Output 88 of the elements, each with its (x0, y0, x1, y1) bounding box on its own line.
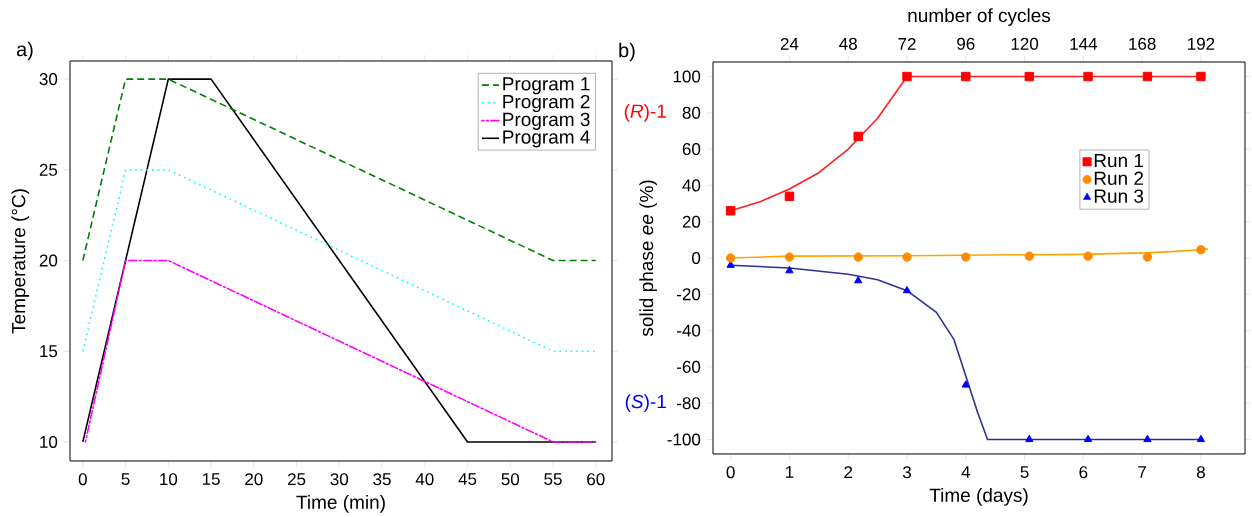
x2-tick-label: 48 (839, 37, 857, 50)
y-tick-label: 100 (673, 70, 701, 83)
point (961, 252, 971, 262)
y-axis-title: Temperature (°C) (11, 189, 30, 334)
y-tick-label: -20 (677, 288, 701, 301)
x-tick-label: 0 (78, 473, 87, 486)
text: (R)-1 (624, 103, 666, 122)
point (1024, 71, 1034, 82)
point (961, 71, 971, 82)
point (854, 275, 863, 284)
x-tick-label: 5 (1020, 466, 1029, 479)
point (1196, 71, 1206, 82)
point (1143, 434, 1152, 443)
y-tick-label: 30 (39, 73, 58, 86)
x-tick-label: 7 (1138, 466, 1147, 478)
point (961, 380, 970, 388)
point (1196, 434, 1206, 443)
text: (S)-1 (625, 394, 666, 413)
y-tick-label: -60 (677, 360, 701, 373)
text: b) (619, 42, 635, 62)
point (725, 253, 736, 263)
x-tick-label: 3 (902, 466, 911, 479)
x-tick-label: 40 (415, 473, 434, 486)
y-tick-label: 20 (682, 215, 701, 228)
x-tick-label: 8 (1196, 466, 1205, 479)
point (902, 71, 912, 82)
point (902, 252, 912, 262)
point (784, 191, 795, 201)
x-tick-label: 50 (501, 473, 520, 486)
point (784, 252, 795, 262)
y-tick-label: 60 (682, 143, 701, 156)
y-tick-label: 15 (40, 345, 58, 358)
x-tick-label: 10 (160, 473, 178, 486)
y-tick-label: 25 (39, 163, 58, 176)
x-tick-label: 6 (1079, 466, 1088, 479)
x-tick-label: 55 (544, 473, 562, 486)
point (1024, 251, 1034, 261)
point (1196, 245, 1206, 255)
legend-label: Program 4 (503, 130, 590, 148)
x-tick-label: 4 (961, 466, 971, 478)
point (1142, 71, 1153, 82)
x-axis-title: Time (days) (929, 488, 1028, 506)
x-tick-label: 20 (245, 473, 263, 486)
point (853, 131, 863, 142)
x2-tick-label: 120 (1011, 37, 1039, 50)
y-axis-title: solid phase ee (%) (639, 180, 657, 337)
y-tick-label: 10 (40, 435, 58, 448)
x2-tick-label: 72 (898, 37, 916, 50)
x-tick-label: 2 (844, 466, 853, 479)
x2-tick-label: 192 (1188, 37, 1215, 50)
legend-label: Program 1 (503, 77, 590, 95)
legend-label: Run 3 (1094, 189, 1144, 203)
point (1083, 251, 1093, 261)
legend-label: Run 2 (1094, 171, 1143, 186)
legend-label: Program 3 (503, 112, 590, 130)
point (902, 285, 912, 294)
point (725, 206, 736, 216)
x-tick-label: 30 (330, 473, 349, 486)
y-tick-label: 80 (682, 106, 701, 119)
point (1083, 434, 1093, 443)
y-tick-label: -80 (677, 397, 701, 410)
y-tick-label: 40 (682, 179, 701, 192)
x-tick-label: 1 (786, 466, 794, 478)
x-tick-label: 5 (121, 473, 130, 486)
x-tick-label: 60 (587, 473, 605, 486)
point (1142, 252, 1153, 262)
x2-tick-label: 24 (780, 37, 799, 50)
point (785, 265, 794, 274)
x2-tick-label: 96 (957, 37, 975, 50)
legend-label: Program 2 (503, 94, 590, 113)
x-tick-label: 45 (458, 473, 477, 486)
x-tick-label: 25 (287, 473, 306, 486)
x-tick-label: 15 (202, 473, 220, 486)
x2-tick-label: 144 (1070, 38, 1098, 50)
x-tick-label: 35 (373, 473, 391, 486)
x-axis-title: Time (min) (296, 495, 385, 513)
point (1083, 71, 1093, 82)
x2-axis-title: number of cycles (908, 8, 1051, 26)
text: a) (16, 41, 33, 61)
y-tick-label: -40 (677, 324, 701, 337)
legend-label: Run 1 (1094, 153, 1144, 168)
y-tick-label: 0 (692, 251, 701, 265)
y-tick-label: 20 (39, 254, 58, 267)
x-tick-label: 0 (726, 466, 735, 479)
y-tick-label: -100 (667, 433, 701, 446)
x2-tick-label: 168 (1129, 37, 1156, 50)
point (1025, 434, 1034, 443)
point (853, 252, 863, 262)
